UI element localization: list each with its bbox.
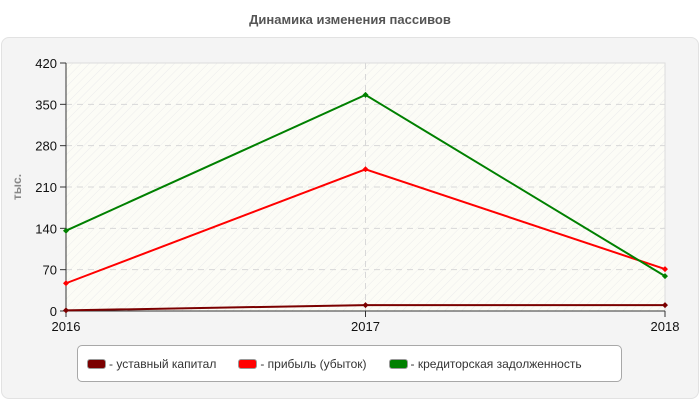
y-axis-label: тыс. — [10, 174, 24, 200]
x-tick-label: 2016 — [52, 319, 81, 334]
data-point-marker — [362, 166, 369, 173]
y-tick-label: 350 — [35, 97, 57, 112]
legend-item-charter-capital[interactable]: - уставный капитал — [87, 357, 216, 371]
x-tick-label: 2017 — [351, 319, 380, 334]
y-tick-label: 420 — [35, 56, 57, 71]
legend-label: - кредиторская задолженность — [410, 356, 582, 371]
y-tick-label: 280 — [35, 139, 57, 154]
x-tick-label: 2018 — [651, 319, 680, 334]
data-point-marker — [662, 266, 668, 273]
legend-label: - прибыль (убыток) — [260, 356, 367, 371]
legend-item-profit[interactable]: - прибыль (убыток) — [238, 356, 367, 371]
legend-item-payables[interactable]: - кредиторская задолженность — [388, 356, 582, 371]
data-point-marker — [63, 227, 69, 234]
y-tick-label: 210 — [35, 180, 57, 195]
legend-swatch — [238, 358, 258, 369]
y-tick-label: 70 — [43, 263, 57, 278]
legend-swatch — [388, 358, 408, 369]
data-point-marker — [63, 307, 69, 314]
data-point-marker — [362, 91, 369, 98]
data-point-marker — [63, 280, 69, 287]
legend-swatch — [87, 358, 106, 369]
y-tick-label: 140 — [35, 221, 57, 236]
data-point-marker — [662, 302, 668, 309]
chart-legend: - уставный капитал - прибыль (убыток) - … — [77, 345, 622, 382]
data-point-marker — [662, 273, 668, 280]
chart-title: Динамика изменения пассивов — [249, 12, 451, 27]
legend-label: - уставный капитал — [109, 356, 217, 371]
data-point-marker — [362, 302, 369, 309]
y-tick-label: 0 — [50, 304, 57, 319]
